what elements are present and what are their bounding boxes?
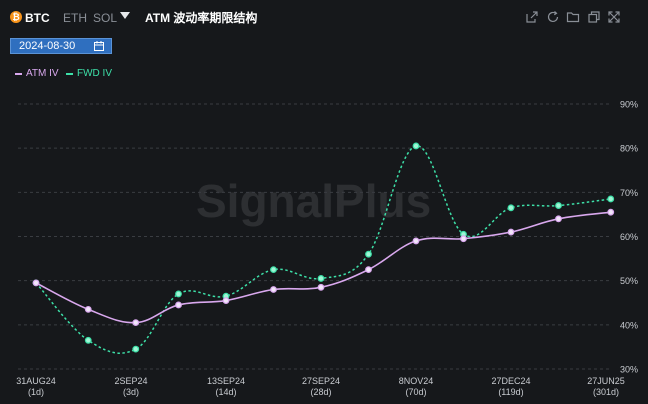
x-tick-label: 8NOV24 [399, 376, 434, 386]
data-point-atm-iv [84, 305, 92, 313]
x-tick-label: 27SEP24 [302, 376, 340, 386]
data-point-atm-iv [555, 215, 562, 223]
series-line-atm-iv [35, 211, 611, 324]
legend-swatch-fwd [66, 73, 73, 75]
y-tick-label: 40% [620, 320, 638, 330]
data-point-atm-iv [607, 208, 615, 216]
y-tick-label: 50% [620, 276, 638, 286]
data-point-atm-iv [222, 297, 230, 304]
date-picker[interactable]: 2024-08-30 [10, 38, 112, 54]
x-tick-label: 27JUN25 [587, 376, 625, 386]
date-value: 2024-08-30 [19, 40, 76, 52]
data-point-fwd-iv [84, 336, 92, 344]
legend-label-atm: ATM IV [26, 68, 59, 79]
x-tick-dte-label: (119d) [498, 387, 523, 397]
chevron-down-icon[interactable] [120, 12, 130, 19]
data-point-atm-iv [317, 283, 325, 291]
data-point-atm-iv [460, 235, 467, 243]
data-point-fwd-iv [365, 250, 372, 258]
data-point-atm-iv [412, 237, 420, 245]
x-tick-dte-label: (70d) [405, 387, 426, 397]
data-point-fwd-iv [555, 202, 562, 209]
data-point-fwd-iv [607, 195, 615, 203]
watermark: SignalPlus [196, 175, 432, 227]
data-point-atm-iv [365, 266, 372, 274]
data-point-fwd-iv [175, 290, 182, 298]
copy-icon[interactable] [587, 10, 601, 24]
data-point-fwd-iv [317, 275, 325, 282]
data-point-fwd-iv [507, 204, 515, 212]
x-tick-dte-label: (28d) [310, 387, 331, 397]
share-icon[interactable] [525, 10, 539, 24]
x-tick-dte-label: (3d) [123, 387, 139, 397]
data-point-fwd-iv [412, 142, 420, 150]
asset-tab-eth[interactable]: ETH [63, 11, 87, 25]
x-tick-dte-label: (301d) [593, 387, 619, 397]
legend-label-fwd: FWD IV [77, 68, 112, 79]
x-tick-label: 2SEP24 [114, 376, 147, 386]
data-point-atm-iv [507, 228, 515, 236]
expand-icon[interactable] [607, 10, 621, 24]
x-tick-dte-label: (14d) [215, 387, 236, 397]
y-tick-label: 70% [620, 188, 638, 198]
data-point-atm-iv [132, 319, 140, 327]
chart-title: ATM 波动率期限结构 [145, 11, 258, 25]
y-tick-label: 60% [620, 232, 638, 242]
data-point-atm-iv [175, 301, 182, 309]
asset-tab-btc[interactable]: BTC [25, 11, 50, 25]
data-point-atm-iv [32, 279, 40, 287]
x-tick-dte-label: (1d) [28, 387, 44, 397]
folder-icon[interactable] [566, 10, 580, 24]
refresh-icon[interactable] [546, 10, 560, 24]
y-tick-label: 90% [620, 100, 638, 110]
legend-item-fwd-iv[interactable]: FWD IV [66, 68, 112, 80]
x-tick-label: 27DEC24 [491, 376, 530, 386]
x-tick-label: 31AUG24 [16, 376, 56, 386]
asset-tab-sol[interactable]: SOL [93, 11, 118, 25]
legend-swatch-atm [15, 73, 22, 75]
data-point-atm-iv [270, 286, 277, 293]
toolbar: ₿ BTC ETH SOL ATM 波动率期限结构 [0, 0, 648, 34]
calendar-icon[interactable] [93, 40, 105, 52]
y-tick-label: 80% [620, 144, 638, 154]
x-tick-label: 13SEP24 [207, 376, 245, 386]
data-point-fwd-iv [132, 345, 140, 353]
data-point-fwd-iv [270, 266, 277, 274]
bitcoin-icon: ₿ [10, 11, 22, 23]
y-tick-label: 30% [620, 365, 638, 375]
legend-item-atm-iv[interactable]: ATM IV [15, 68, 59, 80]
